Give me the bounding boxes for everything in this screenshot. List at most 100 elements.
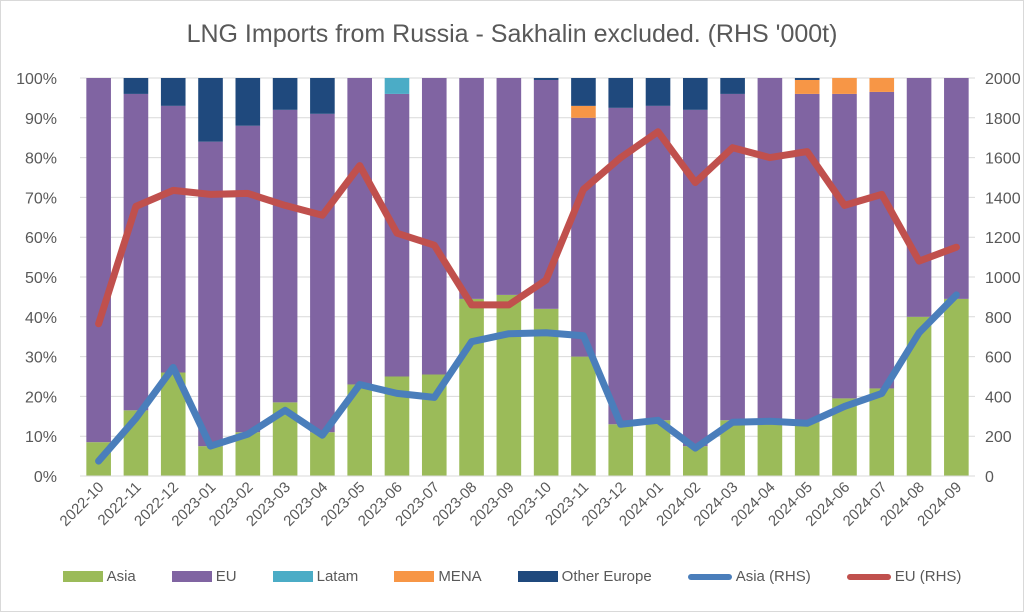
legend-item: MENA <box>394 568 482 585</box>
y-axis-right: 0 200 400 600 800 1000 1200 1400 1600 1800 2000 <box>985 71 1021 486</box>
bar-segment <box>869 388 895 476</box>
legend: Asia EU Latam MENA Other Europe Asia (RHS) EU … <box>0 568 1024 585</box>
bar-segment <box>347 78 372 385</box>
y-tick-right: 200 <box>985 429 1012 446</box>
bar-segment <box>496 78 522 295</box>
legend-bar-swatch-icon <box>272 571 313 582</box>
y-tick-left: 60% <box>25 230 57 247</box>
bar-segment <box>571 78 596 106</box>
bar-segment <box>683 78 708 110</box>
y-tick-right: 800 <box>985 310 1012 327</box>
bar-segment <box>608 424 634 476</box>
legend-label: Asia <box>106 568 136 585</box>
y-tick-left: 80% <box>25 151 57 168</box>
y-tick-left: 10% <box>25 429 57 446</box>
bar-segment <box>832 93 857 399</box>
y-tick-left: 90% <box>25 111 57 128</box>
legend-bar-swatch-icon <box>62 571 103 582</box>
bar-segment <box>869 78 895 92</box>
y-tick-right: 600 <box>985 350 1012 367</box>
bar-segment <box>198 78 223 142</box>
bar-segment <box>198 446 223 476</box>
y-tick-right: 1000 <box>985 270 1021 287</box>
bar-segment <box>533 78 559 80</box>
y-tick-left: 0% <box>34 469 57 486</box>
legend-item: EU (RHS) <box>846 568 962 585</box>
bar-segment <box>571 105 596 118</box>
bar-segment <box>310 78 335 114</box>
bar-segment <box>235 78 261 126</box>
legend-label: Latam <box>316 568 359 585</box>
y-tick-right: 2000 <box>985 71 1021 88</box>
bar-segment <box>720 93 745 421</box>
legend-item: EU <box>171 568 237 585</box>
legend-item: Latam <box>272 568 359 585</box>
legend-item: Asia (RHS) <box>687 568 811 585</box>
bar-segment <box>720 78 745 94</box>
y-axis-left: 0% 10% 20% 30% 40% 50% 60% 70% 80% 90% 100% <box>16 71 57 486</box>
legend-label: MENA <box>438 568 482 585</box>
bar-segment <box>310 432 335 476</box>
bar-segment <box>571 117 596 357</box>
bar-segment <box>832 78 857 94</box>
bar-segment <box>160 78 186 106</box>
legend-item: Other Europe <box>517 568 652 585</box>
bar-segment <box>645 78 671 106</box>
y-tick-left: 20% <box>25 389 57 406</box>
bar-segment <box>496 294 522 476</box>
series-line <box>95 128 960 328</box>
bar-segment <box>906 78 932 317</box>
bar-segment <box>944 298 969 476</box>
bar-segment <box>459 78 484 299</box>
legend-line-swatch-icon <box>687 573 732 580</box>
y-tick-right: 1800 <box>985 111 1021 128</box>
legend-bar-swatch-icon <box>517 571 558 582</box>
bar-segment <box>608 78 634 108</box>
bar-segment <box>198 141 223 447</box>
bar-segment <box>944 78 969 299</box>
bar-segment <box>794 422 820 476</box>
y-tick-left: 40% <box>25 310 57 327</box>
bar-segment <box>683 109 708 447</box>
bar-segment <box>794 79 820 94</box>
bar-segment <box>384 78 410 94</box>
legend-label: EU (RHS) <box>894 568 962 585</box>
bar-segment <box>272 78 298 110</box>
bar-segment <box>757 78 783 421</box>
bar-segment <box>794 93 820 423</box>
legend-bar-swatch-icon <box>394 571 435 582</box>
bar-segment <box>645 105 671 421</box>
chart-plot: 0% 10% 20% 30% 40% 50% 60% 70% 80% 90% 100% 0 200 40… <box>16 71 1021 530</box>
y-tick-right: 400 <box>985 389 1012 406</box>
bar-segment <box>272 109 298 403</box>
bar-segment <box>421 78 447 375</box>
y-tick-left: 70% <box>25 190 57 207</box>
legend-label: Asia (RHS) <box>735 568 811 585</box>
bar-segment <box>459 298 484 476</box>
legend-line-swatch-icon <box>846 573 891 580</box>
legend-label: Other Europe <box>561 568 652 585</box>
legend-item: Asia <box>62 568 136 585</box>
legend-bar-swatch-icon <box>171 571 212 582</box>
y-tick-left: 100% <box>16 71 57 88</box>
stacked-bars <box>86 78 969 476</box>
bar-segment <box>86 78 111 443</box>
bar-segment <box>310 113 335 433</box>
bar-segment <box>571 356 596 476</box>
bar-segment <box>160 105 186 373</box>
bar-segment <box>869 91 895 389</box>
y-tick-left: 30% <box>25 350 57 367</box>
chart-title: LNG Imports from Russia - Sakhalin exclu… <box>186 20 838 48</box>
bar-segment <box>757 420 783 476</box>
y-tick-left: 50% <box>25 270 57 287</box>
y-tick-right: 1200 <box>985 230 1021 247</box>
bar-segment <box>794 78 820 80</box>
series-line <box>95 291 960 465</box>
legend-label: EU <box>215 568 237 585</box>
x-axis: 2022-102022-112022-122023-012023-022023-… <box>57 475 975 530</box>
rhs-lines <box>95 128 960 465</box>
bar-segment <box>123 93 149 411</box>
bar-segment <box>235 125 261 433</box>
bar-segment <box>123 78 149 94</box>
y-tick-right: 1600 <box>985 151 1021 168</box>
